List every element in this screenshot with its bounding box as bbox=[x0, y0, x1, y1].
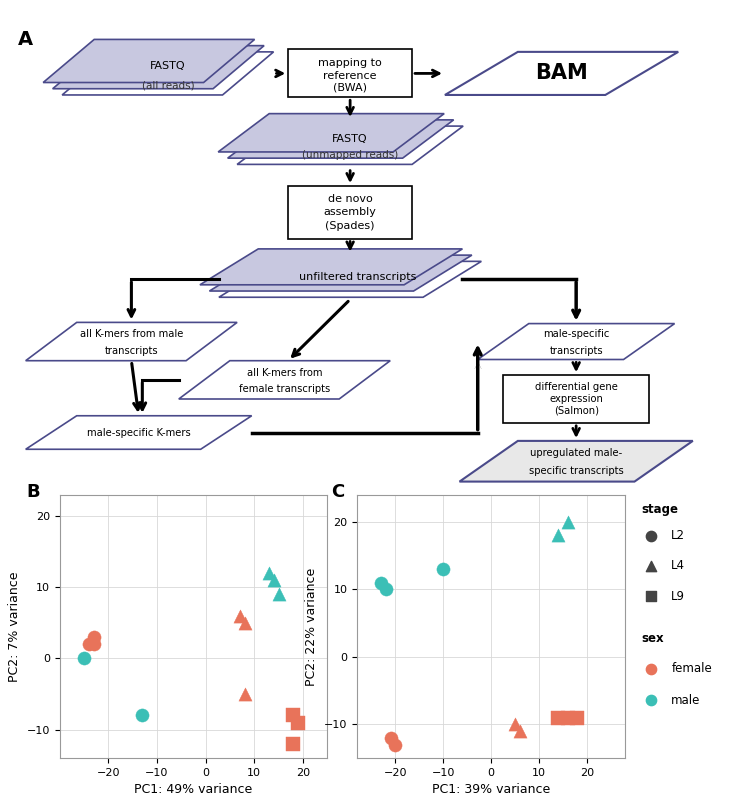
Point bbox=[509, 718, 521, 731]
Polygon shape bbox=[218, 113, 444, 152]
Text: differential gene: differential gene bbox=[535, 382, 618, 392]
Point bbox=[239, 688, 251, 701]
Point bbox=[88, 630, 100, 643]
Polygon shape bbox=[179, 361, 390, 399]
Text: A: A bbox=[19, 30, 33, 49]
Text: male-specific: male-specific bbox=[543, 330, 609, 339]
FancyBboxPatch shape bbox=[288, 49, 412, 97]
Point bbox=[88, 638, 100, 650]
Text: all K-mers from: all K-mers from bbox=[247, 368, 322, 377]
Point bbox=[273, 588, 285, 601]
Point bbox=[287, 709, 299, 721]
Point bbox=[263, 567, 275, 579]
Text: male-specific K-mers: male-specific K-mers bbox=[87, 428, 190, 437]
Point bbox=[389, 738, 401, 751]
Point bbox=[645, 662, 657, 675]
Polygon shape bbox=[237, 126, 463, 164]
Text: male: male bbox=[671, 693, 701, 707]
Text: unfiltered transcripts: unfiltered transcripts bbox=[299, 272, 416, 282]
Point bbox=[234, 610, 246, 622]
Polygon shape bbox=[25, 322, 237, 361]
Point bbox=[645, 590, 657, 602]
Point bbox=[239, 617, 251, 630]
FancyBboxPatch shape bbox=[288, 186, 412, 239]
Text: reference: reference bbox=[324, 71, 377, 81]
Polygon shape bbox=[445, 52, 679, 95]
Text: B: B bbox=[26, 483, 39, 501]
Text: upregulated male-: upregulated male- bbox=[530, 448, 622, 457]
Point bbox=[571, 711, 583, 724]
Text: L2: L2 bbox=[671, 529, 685, 542]
Text: L9: L9 bbox=[671, 590, 685, 602]
Point bbox=[287, 737, 299, 750]
Point bbox=[645, 529, 657, 542]
X-axis label: PC1: 49% variance: PC1: 49% variance bbox=[135, 784, 252, 796]
Text: FASTQ: FASTQ bbox=[333, 135, 368, 144]
Text: all K-mers from male: all K-mers from male bbox=[80, 330, 183, 339]
Text: (BWA): (BWA) bbox=[333, 83, 367, 93]
Text: mapping to: mapping to bbox=[318, 58, 382, 68]
Text: de novo: de novo bbox=[328, 194, 373, 203]
Point bbox=[380, 583, 392, 595]
Point bbox=[78, 652, 90, 665]
Text: assembly: assembly bbox=[324, 207, 376, 217]
Polygon shape bbox=[228, 120, 454, 158]
Y-axis label: PC2: 22% variance: PC2: 22% variance bbox=[306, 567, 318, 685]
Point bbox=[136, 709, 148, 721]
Text: transcripts: transcripts bbox=[105, 346, 158, 356]
Text: female: female bbox=[671, 662, 712, 675]
Text: (Salmon): (Salmon) bbox=[554, 406, 599, 416]
Polygon shape bbox=[200, 249, 463, 285]
FancyBboxPatch shape bbox=[503, 375, 649, 423]
Point bbox=[645, 559, 657, 572]
Text: (Spades): (Spades) bbox=[325, 221, 375, 231]
Point bbox=[268, 574, 280, 587]
Text: C: C bbox=[331, 483, 344, 501]
Point bbox=[562, 711, 574, 724]
Polygon shape bbox=[53, 45, 264, 89]
Text: L4: L4 bbox=[671, 559, 685, 572]
Point bbox=[292, 716, 304, 729]
Polygon shape bbox=[478, 324, 675, 359]
Point bbox=[83, 638, 94, 650]
Point bbox=[514, 725, 526, 737]
Text: expression: expression bbox=[549, 394, 603, 404]
Point bbox=[552, 711, 564, 724]
Text: (unmapped reads): (unmapped reads) bbox=[302, 150, 398, 160]
Polygon shape bbox=[25, 416, 251, 449]
Point bbox=[562, 516, 574, 528]
Y-axis label: PC2: 7% variance: PC2: 7% variance bbox=[8, 571, 21, 681]
X-axis label: PC1: 39% variance: PC1: 39% variance bbox=[432, 784, 550, 796]
Text: BAM: BAM bbox=[535, 63, 588, 84]
Polygon shape bbox=[460, 440, 693, 482]
Polygon shape bbox=[219, 262, 481, 298]
Point bbox=[385, 732, 397, 745]
Text: FASTQ: FASTQ bbox=[150, 61, 186, 71]
Point bbox=[375, 576, 387, 589]
Point bbox=[437, 563, 449, 575]
Text: (all reads): (all reads) bbox=[141, 81, 194, 90]
Text: transcripts: transcripts bbox=[549, 346, 603, 356]
Text: stage: stage bbox=[641, 503, 678, 516]
Polygon shape bbox=[209, 255, 472, 291]
Text: sex: sex bbox=[641, 632, 664, 645]
Polygon shape bbox=[43, 39, 254, 82]
Text: female transcripts: female transcripts bbox=[239, 385, 330, 394]
Polygon shape bbox=[62, 52, 274, 95]
Point bbox=[645, 693, 657, 706]
Point bbox=[552, 529, 564, 542]
Text: specific transcripts: specific transcripts bbox=[529, 466, 623, 476]
